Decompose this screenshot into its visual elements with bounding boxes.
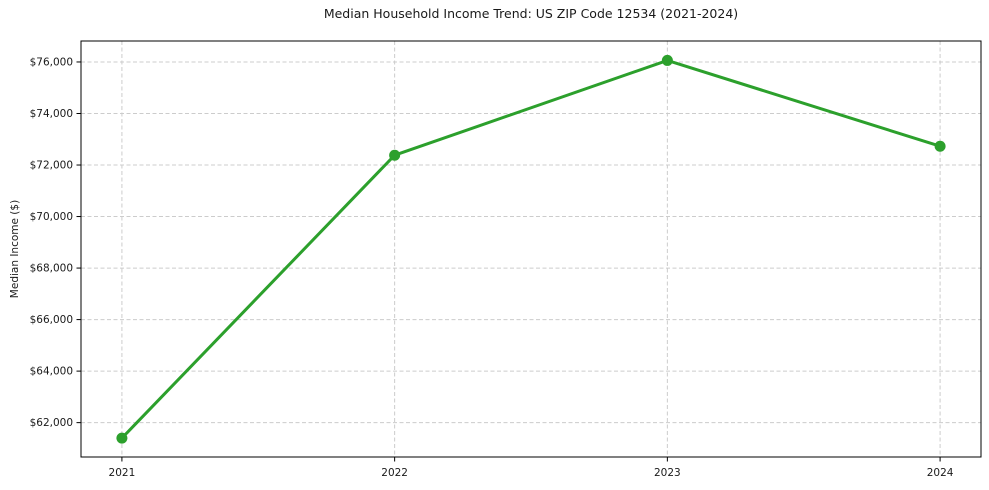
data-point-2022: [389, 149, 401, 161]
data-point-2024: [934, 140, 946, 152]
y-tick-label: $70,000: [30, 211, 73, 223]
chart-title: Median Household Income Trend: US ZIP Co…: [323, 6, 739, 21]
x-tick-label: 2024: [927, 467, 954, 479]
y-tick-label: $66,000: [30, 314, 73, 326]
y-tick-label: $62,000: [30, 417, 73, 429]
x-tick-label: 2022: [381, 467, 408, 479]
y-tick-label: $76,000: [30, 56, 73, 68]
x-tick-label: 2021: [109, 467, 136, 479]
y-tick-label: $64,000: [30, 366, 73, 378]
data-point-2021: [116, 432, 128, 444]
y-tick-label: $68,000: [30, 263, 73, 275]
y-tick-label: $72,000: [30, 160, 73, 172]
y-tick-label: $74,000: [30, 108, 73, 120]
data-point-2023: [661, 54, 673, 66]
plot-border: [80, 40, 982, 458]
trend-line: [120, 58, 941, 440]
x-tick-label: 2023: [654, 467, 681, 479]
